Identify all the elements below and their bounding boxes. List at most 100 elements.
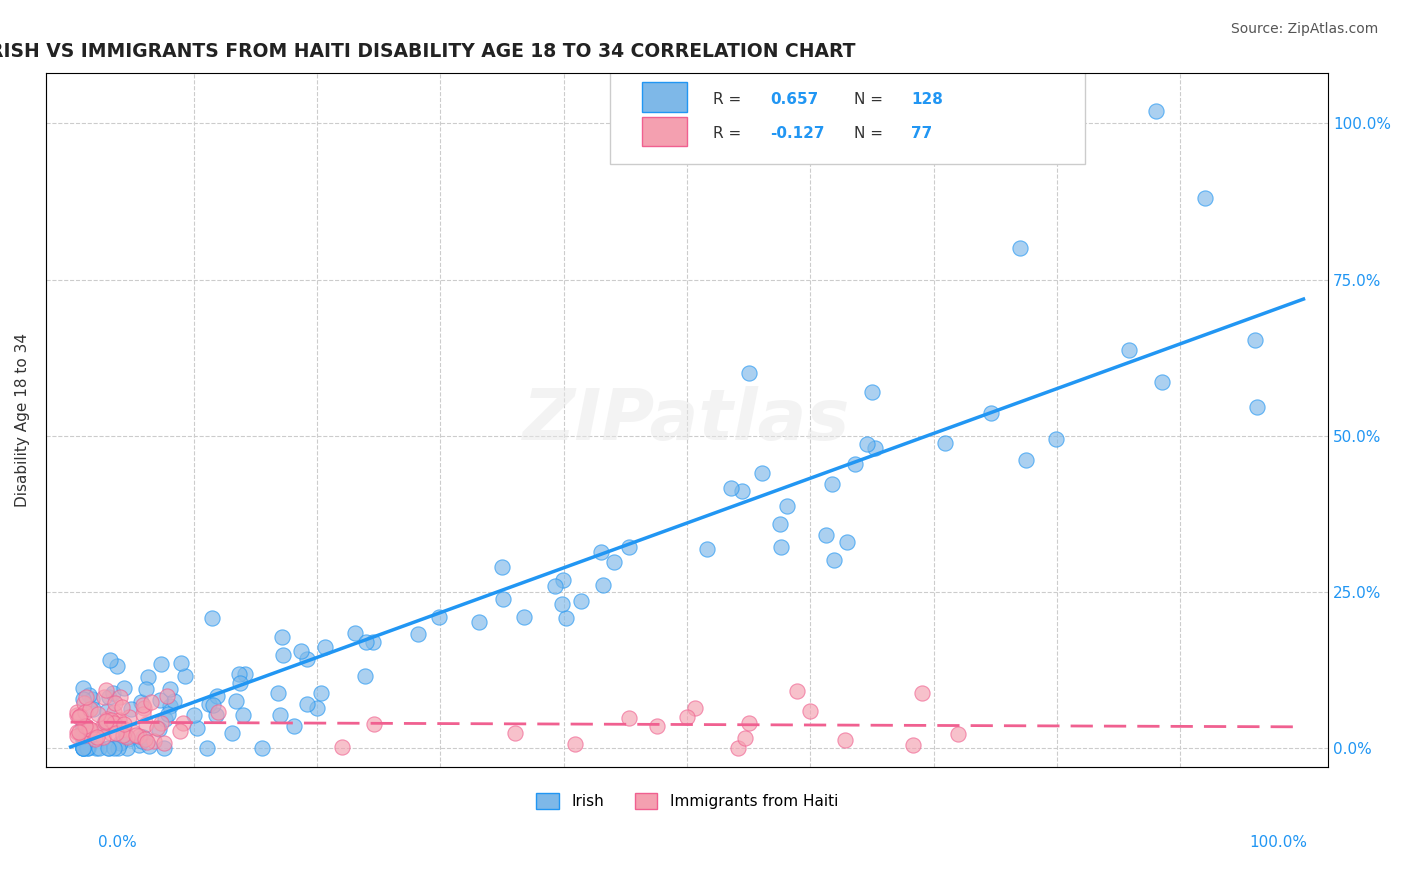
- Point: [503, 726, 526, 740]
- Point: [72, 681, 94, 696]
- Point: [207, 705, 229, 719]
- Point: [93, 719, 115, 733]
- Point: [93, 714, 115, 729]
- Point: [66, 724, 89, 739]
- Point: [84, 741, 107, 756]
- Point: [77, 741, 100, 756]
- FancyBboxPatch shape: [610, 67, 1084, 163]
- Point: [591, 544, 613, 558]
- Point: [492, 591, 515, 606]
- Point: [75, 728, 97, 742]
- Point: [159, 699, 181, 714]
- Point: [72, 741, 94, 756]
- Point: [128, 729, 150, 743]
- Point: [980, 406, 1002, 420]
- Point: [93, 690, 115, 705]
- Point: [834, 733, 856, 747]
- Point: [134, 732, 156, 747]
- Point: [844, 457, 866, 471]
- Text: -0.127: -0.127: [770, 127, 825, 141]
- Point: [361, 635, 384, 649]
- Point: [727, 741, 749, 756]
- Point: [252, 741, 274, 756]
- Point: [107, 741, 129, 756]
- Point: [863, 442, 886, 456]
- Point: [100, 726, 122, 740]
- Point: [75, 719, 97, 733]
- Point: [295, 651, 318, 665]
- Point: [148, 722, 170, 736]
- Point: [1118, 343, 1140, 358]
- Point: [592, 578, 614, 592]
- Point: [468, 615, 491, 629]
- Point: [156, 707, 179, 722]
- Point: [72, 732, 94, 747]
- Point: [837, 535, 859, 549]
- Point: [101, 715, 124, 730]
- Point: [910, 686, 932, 700]
- Point: [103, 705, 125, 719]
- Point: [114, 717, 136, 731]
- Point: [738, 367, 761, 381]
- Point: [103, 686, 125, 700]
- Point: [98, 653, 121, 667]
- Point: [201, 698, 224, 713]
- Point: [135, 682, 157, 697]
- Point: [696, 542, 718, 557]
- Point: [117, 732, 139, 747]
- Point: [934, 435, 956, 450]
- Point: [70, 727, 93, 741]
- Point: [84, 732, 107, 747]
- Point: [776, 499, 799, 513]
- Point: [67, 725, 90, 739]
- Point: [290, 644, 312, 658]
- Point: [295, 697, 318, 711]
- Point: [111, 699, 134, 714]
- Point: [91, 731, 114, 745]
- Point: [821, 477, 844, 491]
- Point: [207, 689, 229, 703]
- Point: [94, 715, 117, 730]
- Point: [97, 741, 120, 756]
- Point: [112, 681, 135, 695]
- Point: [98, 741, 121, 756]
- Point: [72, 729, 94, 743]
- Text: 0.657: 0.657: [770, 92, 818, 107]
- Point: [89, 740, 111, 755]
- Point: [769, 540, 792, 554]
- Point: [1150, 375, 1173, 389]
- Point: [683, 700, 706, 714]
- Point: [69, 709, 91, 723]
- Point: [120, 702, 142, 716]
- Point: [66, 705, 89, 719]
- Point: [603, 555, 626, 569]
- Point: [125, 728, 148, 742]
- Point: [132, 731, 155, 745]
- FancyBboxPatch shape: [643, 82, 688, 112]
- Point: [311, 686, 333, 700]
- Point: [103, 715, 125, 730]
- Point: [1194, 191, 1216, 205]
- Point: [228, 666, 250, 681]
- Point: [122, 724, 145, 739]
- Point: [617, 711, 640, 725]
- Point: [72, 691, 94, 706]
- Point: [150, 657, 173, 671]
- Point: [731, 484, 754, 499]
- Point: [645, 719, 668, 733]
- Point: [183, 707, 205, 722]
- Point: [544, 579, 567, 593]
- Point: [94, 683, 117, 698]
- Point: [149, 715, 172, 730]
- Point: [354, 668, 377, 682]
- Point: [97, 690, 120, 705]
- Point: [734, 731, 756, 745]
- Point: [108, 690, 131, 705]
- Point: [135, 734, 157, 748]
- Point: [96, 704, 118, 718]
- Point: [136, 670, 159, 684]
- Point: [564, 737, 586, 751]
- Point: [77, 689, 100, 703]
- Point: [75, 735, 97, 749]
- Point: [96, 712, 118, 726]
